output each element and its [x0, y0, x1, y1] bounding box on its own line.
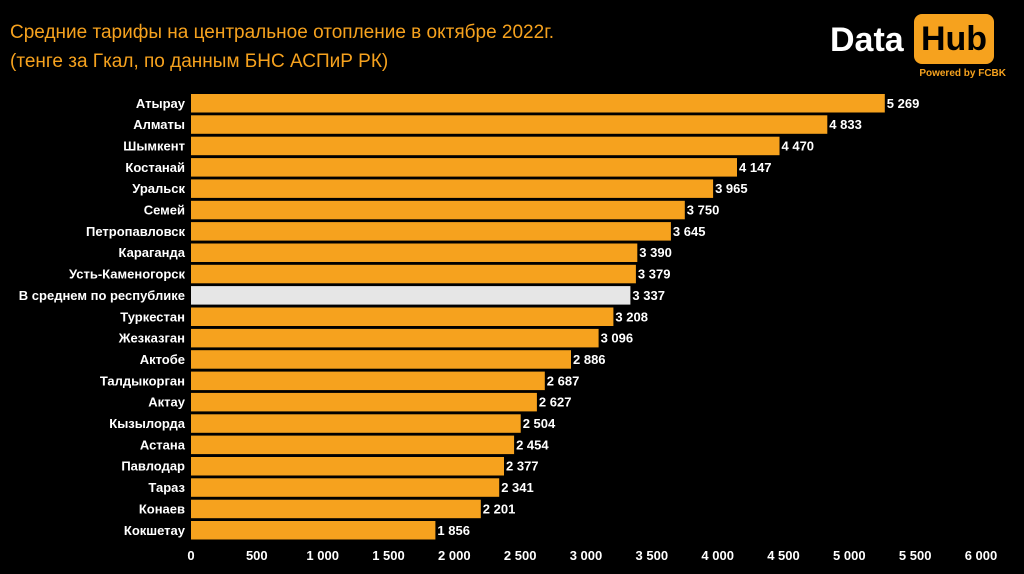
category-label: Усть-Каменогорск	[69, 267, 186, 282]
category-label: Семей	[144, 203, 185, 218]
bar	[191, 200, 685, 220]
x-tick-label: 4 000	[701, 548, 734, 563]
x-tick-label: 0	[187, 548, 194, 563]
bar	[191, 499, 481, 519]
x-tick-label: 5 500	[899, 548, 932, 563]
chart-title: Средние тарифы на центральное отопление …	[10, 22, 555, 43]
category-label: В среднем по республике	[19, 288, 185, 303]
value-label: 3 379	[638, 267, 671, 282]
x-tick-label: 1 500	[372, 548, 405, 563]
value-label: 2 377	[506, 459, 539, 474]
logo-word-hub: Hub	[914, 14, 994, 64]
bar	[191, 371, 545, 391]
category-label: Жезказган	[118, 331, 185, 346]
bar	[191, 115, 828, 134]
category-label: Павлодар	[121, 459, 185, 474]
x-tick-label: 6 000	[965, 548, 998, 563]
category-label: Петропавловск	[86, 224, 185, 239]
category-label: Туркестан	[120, 309, 185, 324]
bar	[191, 179, 714, 198]
bar	[191, 222, 671, 241]
value-label: 3 390	[639, 245, 672, 260]
x-tick-label: 4 500	[767, 548, 800, 563]
bar	[191, 414, 521, 433]
value-label: 1 856	[437, 523, 470, 538]
bar	[191, 243, 638, 262]
category-label: Караганда	[119, 245, 186, 260]
category-label: Алматы	[133, 117, 185, 132]
logo-powered-by: Powered by FCBK	[919, 68, 1006, 79]
bar	[191, 136, 780, 156]
value-label: 4 147	[739, 160, 772, 175]
value-label: 2 201	[483, 501, 516, 516]
datahub-logo: Data Hub Powered by FCBK	[814, 12, 1010, 86]
bar	[191, 435, 515, 455]
bar	[191, 158, 737, 177]
value-label: 3 750	[687, 203, 720, 218]
bar	[191, 457, 504, 476]
bar	[191, 392, 537, 412]
category-label: Конаев	[139, 501, 185, 516]
value-label: 5 269	[887, 96, 920, 111]
bar	[191, 94, 885, 113]
value-label: 4 470	[782, 138, 815, 153]
category-label: Талдыкорган	[100, 373, 185, 388]
value-label: 3 645	[673, 224, 706, 239]
bar	[191, 521, 436, 540]
x-tick-label: 500	[246, 548, 268, 563]
value-label: 2 886	[573, 352, 606, 367]
x-tick-label: 2 500	[504, 548, 537, 563]
category-label: Кызылорда	[109, 416, 185, 431]
x-tick-label: 1 000	[306, 548, 339, 563]
category-label: Атырау	[136, 96, 186, 111]
category-label: Астана	[140, 437, 186, 452]
bar	[191, 286, 631, 305]
x-tick-label: 3 000	[570, 548, 603, 563]
category-label: Шымкент	[123, 138, 185, 153]
value-label: 2 504	[523, 416, 556, 431]
value-label: 2 341	[501, 480, 534, 495]
value-label: 3 965	[715, 181, 748, 196]
value-label: 2 454	[516, 437, 549, 452]
value-label: 3 337	[632, 288, 665, 303]
x-tick-label: 2 000	[438, 548, 471, 563]
category-label: Костанай	[125, 160, 185, 175]
value-label: 2 687	[547, 373, 580, 388]
bar	[191, 328, 599, 348]
bar	[191, 350, 571, 369]
value-label: 4 833	[829, 117, 862, 132]
category-label: Актобе	[140, 352, 185, 367]
title-block: Средние тарифы на центральное отопление …	[10, 18, 554, 76]
category-label: Тараз	[148, 480, 185, 495]
value-label: 3 208	[615, 309, 648, 324]
category-label: Актау	[148, 395, 185, 410]
value-label: 3 096	[601, 331, 634, 346]
x-tick-label: 3 500	[636, 548, 669, 563]
bar	[191, 478, 500, 497]
logo-word-data: Data	[830, 21, 904, 59]
bar	[191, 264, 636, 284]
value-label: 2 627	[539, 395, 572, 410]
category-label: Кокшетау	[124, 523, 186, 538]
chart-subtitle: (тенге за Гкал, по данным БНС АСПиР РК)	[10, 51, 389, 72]
category-label: Уральск	[132, 181, 185, 196]
bar	[191, 307, 614, 326]
x-tick-label: 5 000	[833, 548, 866, 563]
